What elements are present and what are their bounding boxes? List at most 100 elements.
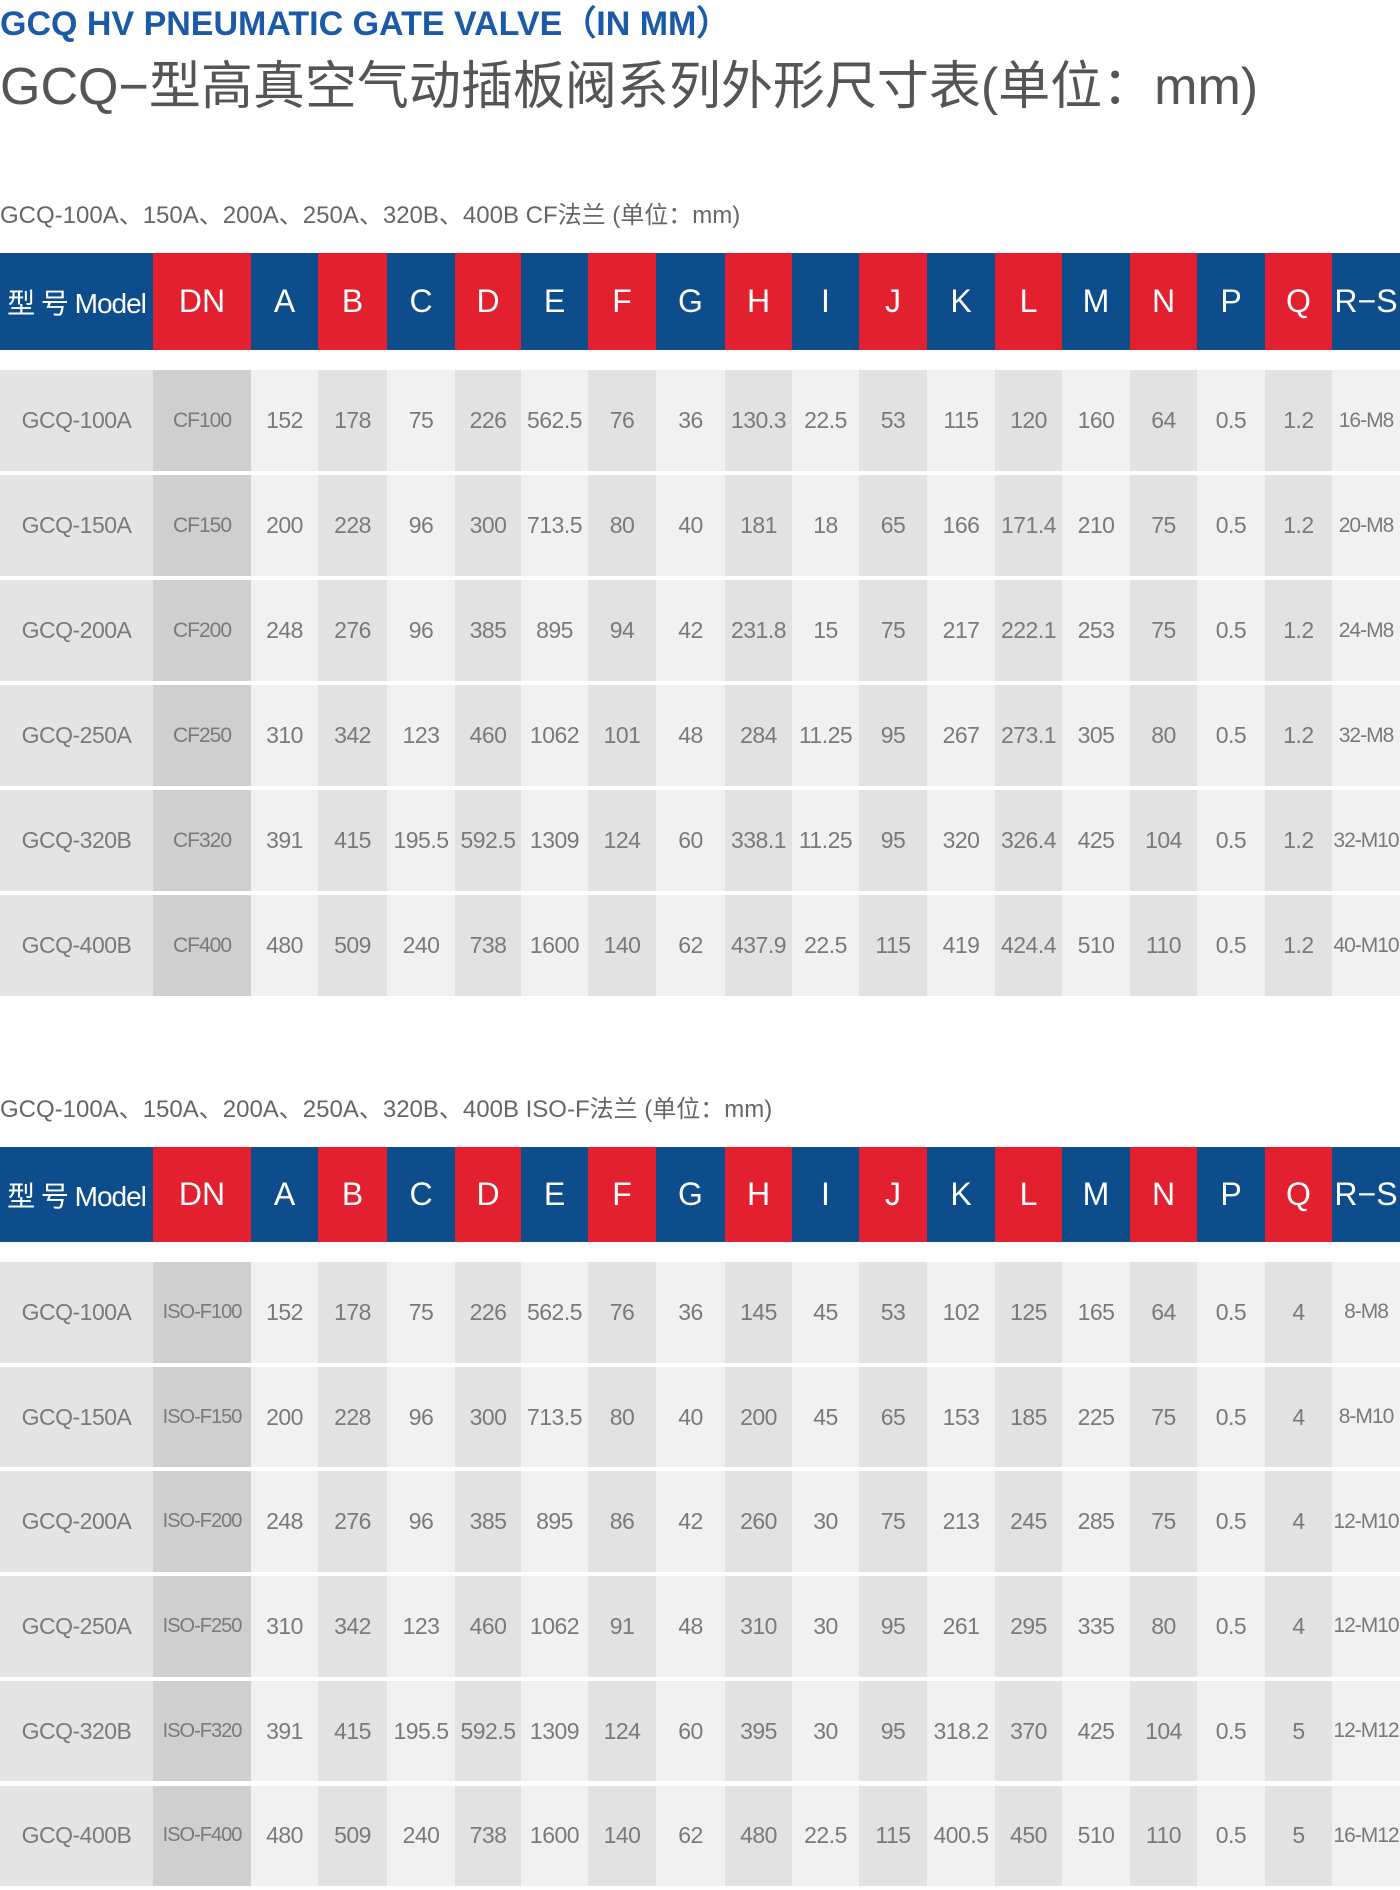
- table-cell: GCQ-320B: [0, 790, 153, 891]
- table-cell: 12-M10: [1332, 1471, 1400, 1573]
- table-cell: ISO-F100: [153, 1262, 251, 1363]
- header-cell: E: [521, 1147, 588, 1242]
- header-cell: DN: [153, 1147, 251, 1242]
- table-cell: 96: [387, 1471, 455, 1573]
- table-cell: 310: [725, 1576, 792, 1677]
- header-cell: DN: [153, 253, 251, 350]
- table-cell: 75: [1130, 1366, 1197, 1468]
- table-cell: 320: [927, 790, 995, 891]
- header-cell: M: [1062, 253, 1130, 350]
- table-cell: 60: [656, 790, 725, 891]
- header-cell: F: [588, 1147, 656, 1242]
- table-cell: 36: [656, 370, 725, 471]
- table-cell: ISO-F320: [153, 1680, 251, 1782]
- table-cell: 64: [1130, 370, 1197, 471]
- table-cell: 95: [859, 1576, 927, 1677]
- table-cell: 178: [318, 1262, 387, 1363]
- table-cell: 285: [1062, 1471, 1130, 1573]
- table-cell: 62: [656, 1785, 725, 1887]
- table-cell: 95: [859, 790, 927, 891]
- table-cell: 104: [1130, 1680, 1197, 1782]
- table-cell: 65: [859, 475, 927, 576]
- table-cell: 895: [521, 1471, 588, 1573]
- table-cell: 75: [1130, 1471, 1197, 1573]
- table-cell: 385: [455, 580, 521, 681]
- table-cell: 509: [318, 1785, 387, 1887]
- header-cell: G: [656, 1147, 725, 1242]
- table-cell: 0.5: [1197, 1471, 1265, 1573]
- table-cell: 20-M8: [1332, 475, 1400, 576]
- table-cell: 437.9: [725, 895, 792, 996]
- table-cell: GCQ-200A: [0, 1471, 153, 1573]
- table-cell: 32-M8: [1332, 685, 1400, 786]
- table-cell: 5: [1265, 1785, 1332, 1887]
- table-cell: 181: [725, 475, 792, 576]
- table-cell: 1309: [521, 1680, 588, 1782]
- table-cell: 65: [859, 1366, 927, 1468]
- table-cell: 509: [318, 895, 387, 996]
- table-cell: CF320: [153, 790, 251, 891]
- table-cell: 338.1: [725, 790, 792, 891]
- header-cell: A: [251, 1147, 318, 1242]
- table-cell: 62: [656, 895, 725, 996]
- table-cell: 4: [1265, 1576, 1332, 1677]
- table-cell: 200: [251, 1366, 318, 1468]
- header-cell: E: [521, 253, 588, 350]
- table-cell: 0.5: [1197, 790, 1265, 891]
- table-cell: 95: [859, 1680, 927, 1782]
- table-cell: 210: [1062, 475, 1130, 576]
- table-cell: 415: [318, 1680, 387, 1782]
- table-cell: 195.5: [387, 790, 455, 891]
- table-cell: 895: [521, 580, 588, 681]
- table-cell: 0.5: [1197, 1262, 1265, 1363]
- table-cell: 185: [995, 1366, 1062, 1468]
- table-cell: 0.5: [1197, 685, 1265, 786]
- table-cell: 592.5: [455, 790, 521, 891]
- table-cell: 40-M10: [1332, 895, 1400, 996]
- table-cell: 96: [387, 580, 455, 681]
- table-cell: 225: [1062, 1366, 1130, 1468]
- header-cell: H: [725, 1147, 792, 1242]
- table-cell: 0.5: [1197, 1680, 1265, 1782]
- header-cell: D: [455, 1147, 521, 1242]
- header-cell: K: [927, 1147, 995, 1242]
- table-cell: ISO-F250: [153, 1576, 251, 1677]
- table-cell: 152: [251, 1262, 318, 1363]
- header-cell: K: [927, 253, 995, 350]
- table-cell: 284: [725, 685, 792, 786]
- table-cell: CF100: [153, 370, 251, 471]
- table-cell: 4: [1265, 1262, 1332, 1363]
- table-cell: 8-M8: [1332, 1262, 1400, 1363]
- table-cell: 305: [1062, 685, 1130, 786]
- table-cell: 18: [792, 475, 859, 576]
- table-cell: 1.2: [1265, 790, 1332, 891]
- table-cell: 460: [455, 1576, 521, 1677]
- table-cell: 295: [995, 1576, 1062, 1677]
- table-cell: 75: [387, 370, 455, 471]
- table-cell: 30: [792, 1576, 859, 1677]
- table-cell: 86: [588, 1471, 656, 1573]
- table-cell: 1600: [521, 895, 588, 996]
- table-cell: 60: [656, 1680, 725, 1782]
- table-cell: 171.4: [995, 475, 1062, 576]
- table-cell: 0.5: [1197, 1366, 1265, 1468]
- table-cell: ISO-F150: [153, 1366, 251, 1468]
- table-cell: 0.5: [1197, 1576, 1265, 1677]
- title: GCQ HV PNEUMATIC GATE VALVE（IN MM）: [0, 5, 731, 43]
- table-cell: 248: [251, 580, 318, 681]
- table-cell: GCQ-100A: [0, 1262, 153, 1363]
- table-cell: 335: [1062, 1576, 1130, 1677]
- table-cell: 480: [251, 895, 318, 996]
- table-cell: 460: [455, 685, 521, 786]
- header-cell: Q: [1265, 253, 1332, 350]
- table-cell: 120: [995, 370, 1062, 471]
- table-cell: 75: [859, 580, 927, 681]
- table-cell: 40: [656, 1366, 725, 1468]
- table-cell: 1.2: [1265, 475, 1332, 576]
- table-cell: 80: [1130, 685, 1197, 786]
- table-cell: GCQ-400B: [0, 1785, 153, 1887]
- table-cell: 102: [927, 1262, 995, 1363]
- table-cell: GCQ-150A: [0, 1366, 153, 1468]
- table-caption: GCQ-100A、150A、200A、250A、320B、400B CF法兰 (…: [0, 202, 741, 229]
- table-cell: 125: [995, 1262, 1062, 1363]
